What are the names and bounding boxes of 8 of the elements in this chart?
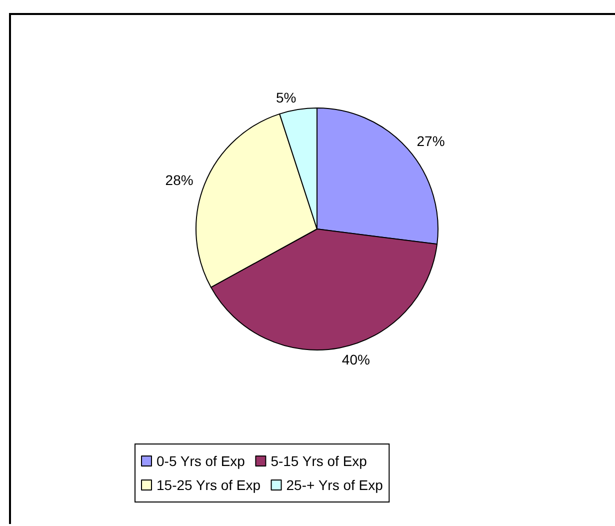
data-label: 27% — [416, 133, 445, 150]
data-label: 28% — [165, 172, 194, 188]
legend-label: 15-25 Yrs of Exp — [156, 477, 261, 493]
legend-label: 5-15 Yrs of Exp — [270, 453, 368, 469]
data-label: 40% — [342, 352, 370, 368]
legend-label: 0-5 Yrs of Exp — [156, 453, 246, 469]
legend-label: 25-+ Yrs of Exp — [286, 477, 384, 493]
data-label: 5% — [276, 90, 296, 106]
